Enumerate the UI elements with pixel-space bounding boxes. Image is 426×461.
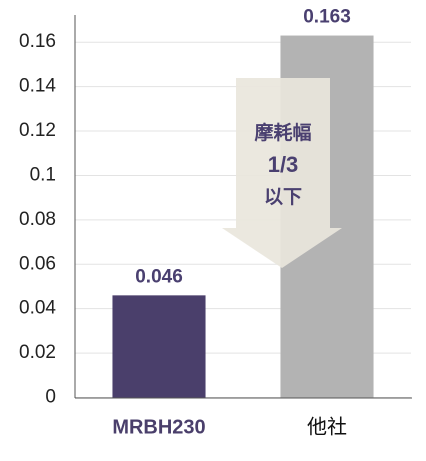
annotation-line: 以下 [264, 186, 302, 208]
value-label: 0.046 [135, 266, 183, 287]
y-tick-label: 0.12 [19, 120, 56, 141]
annotation-line: 1/3 [268, 152, 299, 177]
x-tick-label: 他社 [307, 415, 347, 438]
y-tick-label: 0.16 [19, 31, 56, 52]
y-tick-label: 0.1 [30, 164, 56, 185]
y-tick-label: 0.14 [19, 76, 56, 97]
bar [112, 295, 206, 398]
y-tick-label: 0.04 [19, 298, 56, 319]
arrow [222, 78, 342, 268]
value-label: 0.163 [303, 7, 351, 28]
y-tick-label: 0.02 [19, 342, 56, 363]
annotation-line: 摩耗幅 [254, 121, 311, 144]
x-tick-label: MRBH230 [112, 416, 205, 438]
y-tick-label: 0.06 [19, 253, 56, 274]
y-tick-label: 0.08 [19, 209, 56, 230]
y-tick-label: 0 [45, 387, 56, 408]
